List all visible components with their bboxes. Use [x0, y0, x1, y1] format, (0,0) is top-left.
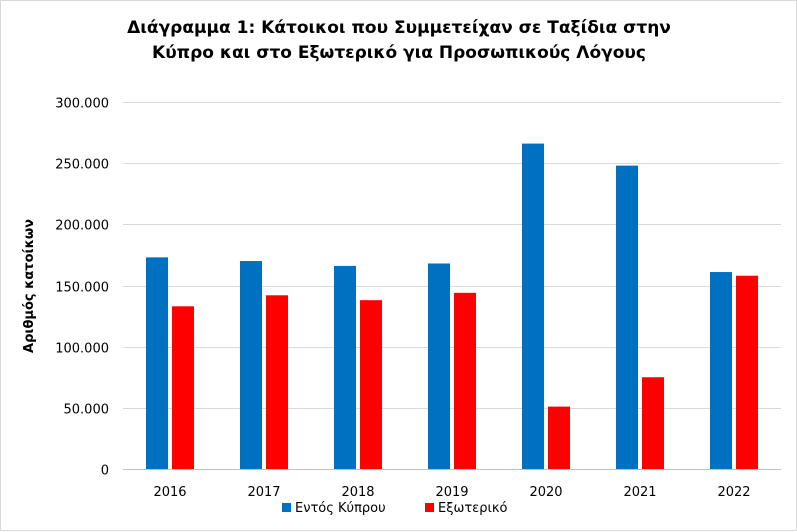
y-tick-label: 300.000	[55, 97, 109, 112]
y-tick-label: 200.000	[55, 219, 109, 234]
bar-entos-kyprou-2020	[522, 143, 544, 470]
bar-entos-kyprou-2018	[334, 265, 356, 469]
y-tick-label: 0	[101, 464, 109, 479]
bar-exoteriko-2021	[642, 377, 664, 469]
gridlines	[123, 102, 781, 470]
bar-exoteriko-2019	[454, 292, 476, 469]
legend: Εντός Κύπρου Εξωτερικό	[282, 501, 508, 516]
chart-title-line-1: Διάγραμμα 1: Κάτοικοι που Συμμετείχαν σε…	[127, 18, 671, 38]
y-tick-label: 50.000	[64, 403, 110, 418]
x-tick-label: 2017	[247, 485, 280, 500]
bar-entos-kyprou-2016	[146, 257, 168, 469]
x-tick-label: 2020	[529, 485, 562, 500]
y-tick-label: 100.000	[55, 342, 109, 357]
legend-swatch-entos-kyprou	[282, 503, 291, 512]
legend-label-exoteriko: Εξωτερικό	[438, 501, 508, 516]
bar-entos-kyprou-2021	[616, 165, 638, 469]
x-axis-ticks: 2016 2017 2018 2019 2020 2021 2022	[153, 485, 750, 500]
x-tick-label: 2019	[435, 485, 468, 500]
bar-entos-kyprou-2019	[428, 263, 450, 469]
bar-exoteriko-2016	[172, 306, 194, 469]
x-tick-label: 2021	[623, 485, 656, 500]
y-tick-label: 150.000	[55, 281, 109, 296]
legend-swatch-exoteriko	[425, 503, 434, 512]
legend-label-entos-kyprou: Εντός Κύπρου	[295, 501, 386, 516]
x-tick-label: 2016	[153, 485, 186, 500]
x-tick-label: 2018	[341, 485, 374, 500]
y-axis-label: Αριθμός κατοίκων	[22, 219, 37, 353]
chart-title: Διάγραμμα 1: Κάτοικοι που Συμμετείχαν σε…	[127, 18, 671, 63]
bar-exoteriko-2020	[548, 406, 570, 469]
bars	[146, 143, 758, 470]
chart-title-line-2: Κύπρο και στο Εξωτερικό για Προσωπικούς …	[152, 43, 646, 63]
bar-exoteriko-2022	[736, 275, 758, 469]
y-axis-ticks: 0 50.000 100.000 150.000 200.000 250.000 300.0…	[55, 97, 109, 479]
y-tick-label: 250.000	[55, 158, 109, 173]
bar-entos-kyprou-2022	[710, 272, 732, 469]
x-tick-label: 2022	[717, 485, 750, 500]
bar-exoteriko-2017	[266, 295, 288, 469]
bar-exoteriko-2018	[360, 300, 382, 469]
bar-entos-kyprou-2017	[240, 261, 262, 469]
